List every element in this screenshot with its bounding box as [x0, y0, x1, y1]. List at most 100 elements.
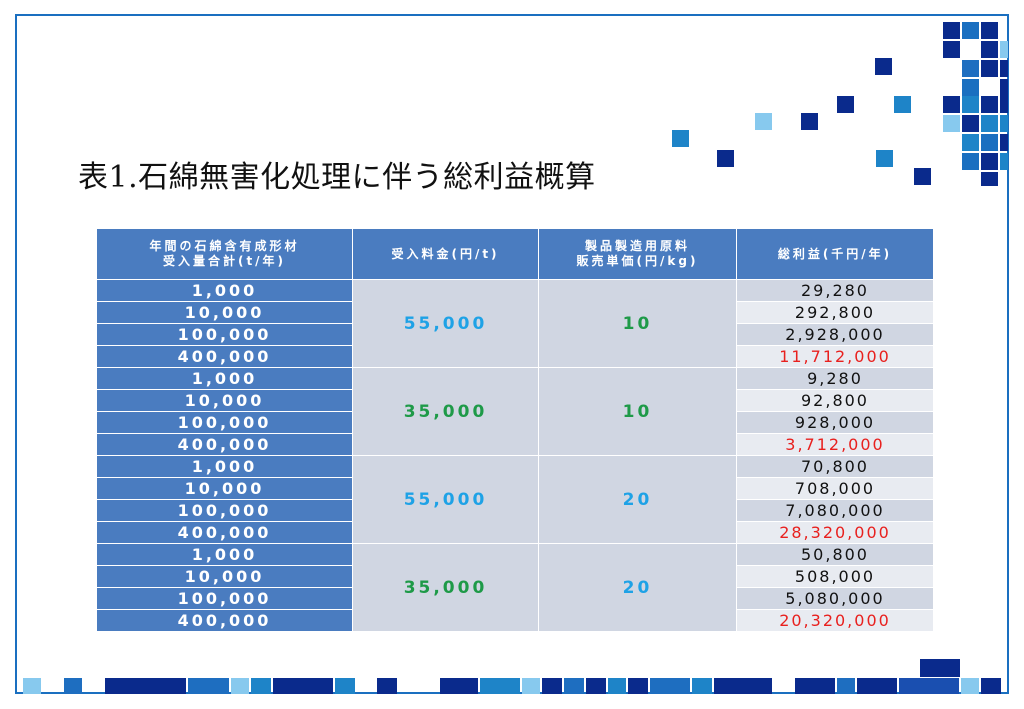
- mosaic-square: [64, 678, 82, 694]
- mosaic-square: [961, 678, 979, 694]
- mosaic-square: [480, 678, 520, 694]
- profit-cell-highlight: 3,712,000: [736, 433, 934, 456]
- mosaic-square: [943, 22, 960, 39]
- volume-cell: 400,000: [96, 609, 353, 632]
- table-row: 10,000 508,000: [96, 565, 934, 588]
- mosaic-square: [962, 134, 979, 151]
- header-fee: 受入料金(円/t): [352, 228, 539, 280]
- table-row: 100,000 2,928,000: [96, 323, 934, 346]
- slide-title: 表1.石綿無害化処理に伴う総利益概算: [78, 160, 596, 195]
- profit-cell: 92,800: [736, 389, 934, 412]
- header-price-line1: 製品製造用原料: [584, 239, 690, 253]
- mosaic-square: [714, 678, 772, 694]
- mosaic-square: [1000, 96, 1008, 113]
- mosaic-square: [962, 79, 979, 96]
- mosaic-square: [188, 678, 229, 694]
- price-cell: 20: [538, 455, 737, 544]
- header-volume-line1: 年間の石綿含有成形材: [149, 239, 300, 253]
- table-row: 1,000 55,000 10 29,280: [96, 279, 934, 368]
- price-cell: 20: [538, 543, 737, 632]
- header-profit: 総利益(千円/年): [736, 228, 934, 280]
- mosaic-square: [1000, 41, 1008, 58]
- profit-cell: 5,080,000: [736, 587, 934, 610]
- mosaic-square: [801, 113, 818, 130]
- mosaic-square: [914, 168, 931, 185]
- mosaic-square: [1000, 134, 1008, 151]
- mosaic-square: [981, 22, 998, 39]
- mosaic-square: [962, 153, 979, 170]
- table-row: 10,000 708,000: [96, 477, 934, 500]
- mosaic-square: [672, 130, 689, 147]
- mosaic-square: [251, 678, 271, 694]
- profit-cell: 50,800: [736, 543, 934, 566]
- profit-cell: 70,800: [736, 455, 934, 478]
- table-row: 1,000 35,000 10 9,280: [96, 367, 934, 456]
- mosaic-square: [962, 115, 979, 132]
- volume-cell: 10,000: [96, 565, 353, 588]
- header-volume: 年間の石綿含有成形材 受入量合計(t/年): [96, 228, 353, 280]
- profit-cell: 708,000: [736, 477, 934, 500]
- mosaic-square: [628, 678, 648, 694]
- mosaic-square: [943, 115, 960, 132]
- mosaic-square: [876, 150, 893, 167]
- fee-cell: 55,000: [352, 279, 539, 368]
- header-price-line2: 販売単価(円/kg): [576, 254, 699, 268]
- volume-cell: 1,000: [96, 455, 353, 478]
- mosaic-square: [231, 678, 249, 694]
- volume-cell: 10,000: [96, 301, 353, 324]
- profit-cell: 508,000: [736, 565, 934, 588]
- mosaic-square: [981, 115, 998, 132]
- volume-cell: 400,000: [96, 345, 353, 368]
- mosaic-square: [1000, 79, 1008, 96]
- mosaic-square: [1000, 153, 1008, 170]
- mosaic-square: [692, 678, 712, 694]
- mosaic-square: [981, 41, 998, 58]
- volume-cell: 1,000: [96, 279, 353, 302]
- profit-cell: 928,000: [736, 411, 934, 434]
- mosaic-square: [981, 134, 998, 151]
- profit-cell-highlight: 20,320,000: [736, 609, 934, 632]
- volume-cell: 10,000: [96, 389, 353, 412]
- mosaic-square: [377, 678, 397, 694]
- table-row: 400,000 3,712,000: [96, 433, 934, 456]
- table-row: 1,000 55,000 20 70,800: [96, 455, 934, 544]
- profit-cell-highlight: 28,320,000: [736, 521, 934, 544]
- mosaic-square: [522, 678, 540, 694]
- volume-cell: 1,000: [96, 543, 353, 566]
- table-row: 400,000 20,320,000: [96, 609, 934, 632]
- mosaic-square: [981, 678, 1001, 694]
- mosaic-square: [962, 22, 979, 39]
- table-header-row: 年間の石綿含有成形材 受入量合計(t/年) 受入料金(円/t) 製品製造用原料 …: [96, 228, 934, 280]
- fee-cell: 35,000: [352, 367, 539, 456]
- mosaic-square: [943, 96, 960, 113]
- mosaic-square: [981, 172, 998, 186]
- table-row: 10,000 292,800: [96, 301, 934, 324]
- profit-cell-highlight: 11,712,000: [736, 345, 934, 368]
- mosaic-square: [105, 678, 186, 694]
- mosaic-square: [962, 60, 979, 77]
- mosaic-square: [981, 153, 998, 170]
- volume-cell: 100,000: [96, 587, 353, 610]
- mosaic-square: [962, 96, 979, 113]
- table-row: 1,000 35,000 20 50,800: [96, 543, 934, 632]
- mosaic-square: [717, 150, 734, 167]
- profit-cell: 9,280: [736, 367, 934, 390]
- mosaic-square: [1000, 115, 1008, 132]
- volume-cell: 100,000: [96, 411, 353, 434]
- profit-cell: 7,080,000: [736, 499, 934, 522]
- mosaic-square: [943, 41, 960, 58]
- mosaic-square: [755, 113, 772, 130]
- mosaic-square: [564, 678, 584, 694]
- mosaic-square: [875, 58, 892, 75]
- fee-cell: 35,000: [352, 543, 539, 632]
- header-price: 製品製造用原料 販売単価(円/kg): [538, 228, 737, 280]
- mosaic-square: [795, 678, 835, 694]
- profit-table: 年間の石綿含有成形材 受入量合計(t/年) 受入料金(円/t) 製品製造用原料 …: [96, 228, 934, 632]
- mosaic-square: [981, 60, 998, 77]
- volume-cell: 100,000: [96, 499, 353, 522]
- header-volume-line2: 受入量合計(t/年): [162, 254, 287, 268]
- mosaic-square: [1000, 60, 1008, 77]
- price-cell: 10: [538, 279, 737, 368]
- mosaic-square: [586, 678, 606, 694]
- volume-cell: 400,000: [96, 521, 353, 544]
